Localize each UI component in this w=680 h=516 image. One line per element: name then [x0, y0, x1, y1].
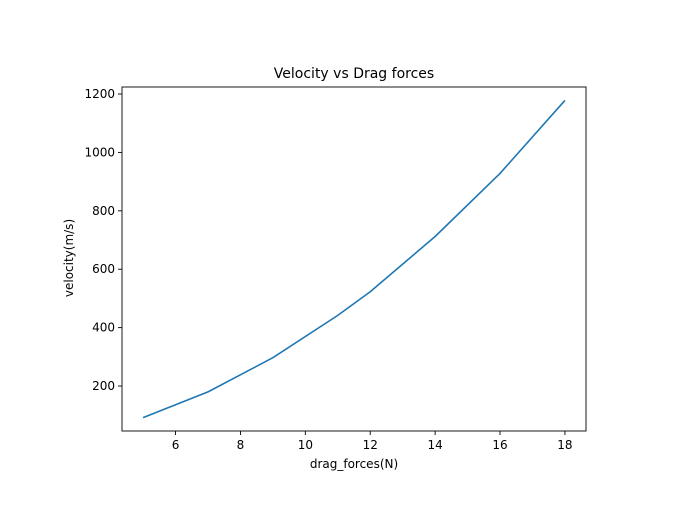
- x-tick-label: 6: [172, 438, 180, 452]
- y-tick-label: 1000: [84, 145, 115, 159]
- x-tick-label: 16: [492, 438, 507, 452]
- x-tick-label: 12: [363, 438, 378, 452]
- y-tick-label: 1200: [84, 87, 115, 101]
- axes-frame: [121, 86, 587, 432]
- y-tick-label: 400: [92, 321, 115, 335]
- y-axis-ticks: 200 400 600 800 1000 1200: [84, 87, 122, 393]
- series-line-0: [142, 99, 566, 419]
- y-tick-label: 800: [92, 204, 115, 218]
- x-tick-label: 10: [298, 438, 313, 452]
- y-axis-label: velocity(m/s): [62, 219, 76, 297]
- plot-area: [121, 86, 587, 432]
- y-tick-label: 200: [92, 379, 115, 393]
- x-axis-label: drag_forces(N): [310, 457, 398, 471]
- x-axis-ticks: 6 8 10 12 14 16 18: [172, 431, 573, 452]
- x-tick-label: 14: [427, 438, 442, 452]
- chart-title: Velocity vs Drag forces: [274, 66, 434, 82]
- x-tick-label: 18: [557, 438, 572, 452]
- y-tick-label: 600: [92, 262, 115, 276]
- x-tick-label: 8: [237, 438, 245, 452]
